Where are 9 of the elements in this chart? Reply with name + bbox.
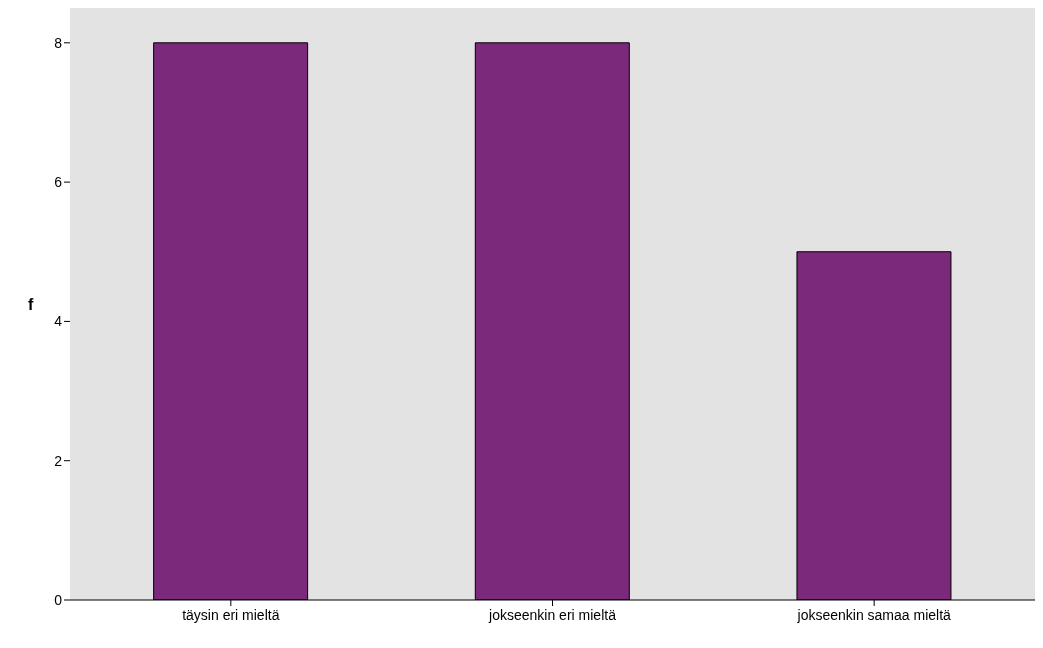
- y-tick-label: 6: [54, 174, 63, 191]
- y-tick-label: 4: [54, 313, 63, 330]
- x-tick-label: jokseenkin eri mieltä: [488, 606, 617, 623]
- y-axis-title: f: [28, 295, 34, 313]
- y-tick-label: 2: [54, 452, 63, 469]
- y-tick-label: 0: [54, 591, 63, 608]
- x-tick-label: jokseenkin samaa mieltä: [796, 606, 952, 623]
- x-tick-label: täysin eri mieltä: [182, 606, 280, 623]
- y-tick-label: 8: [54, 34, 63, 51]
